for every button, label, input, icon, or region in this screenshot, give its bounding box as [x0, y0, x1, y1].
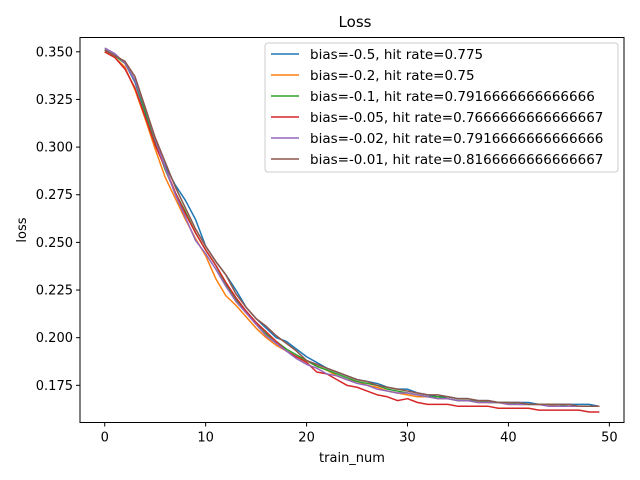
legend-label-4: bias=-0.05, hit rate=0.7666666666666667	[310, 110, 603, 126]
x-axis-label: train_num	[319, 451, 385, 466]
x-tick-label: 50	[601, 431, 618, 446]
x-tick-label: 0	[101, 431, 109, 446]
y-tick-label: 0.175	[36, 379, 73, 394]
legend: bias=-0.5, hit rate=0.775 bias=-0.2, hit …	[264, 42, 619, 173]
plot-frame	[79, 37, 625, 423]
series-line-5	[104, 47, 600, 408]
series-line-4	[104, 51, 600, 413]
legend-label-5: bias=-0.02, hit rate=0.7916666666666666	[310, 131, 603, 147]
x-tick-label: 20	[298, 431, 315, 446]
legend-label-1: bias=-0.5, hit rate=0.775	[310, 47, 483, 63]
y-tick-label: 0.250	[36, 236, 73, 251]
legend-label-6: bias=-0.01, hit rate=0.8166666666666667	[310, 152, 603, 168]
x-tick-label: 40	[500, 431, 517, 446]
x-tick-label: 10	[197, 431, 214, 446]
x-tick-label: 30	[399, 431, 416, 446]
y-tick-label: 0.325	[36, 93, 73, 108]
y-axis: 0.175 0.200 0.225 0.250 0.275 0.300 0.325 0.350	[36, 45, 80, 394]
legend-label-3: bias=-0.1, hit rate=0.7916666666666666	[310, 89, 595, 105]
chart-title: Loss	[339, 13, 372, 31]
plot-lines	[104, 47, 600, 413]
y-tick-label: 0.275	[36, 188, 73, 203]
legend-frame	[264, 42, 619, 173]
y-tick-label: 0.200	[36, 331, 73, 346]
y-tick-label: 0.300	[36, 141, 73, 156]
legend-label-2: bias=-0.2, hit rate=0.75	[310, 68, 475, 84]
series-line-6	[104, 49, 600, 408]
y-axis-label: loss	[15, 217, 30, 242]
y-tick-label: 0.225	[36, 284, 73, 299]
y-tick-label: 0.350	[36, 45, 73, 60]
x-axis: 0 10 20 30 40 50	[101, 422, 618, 446]
